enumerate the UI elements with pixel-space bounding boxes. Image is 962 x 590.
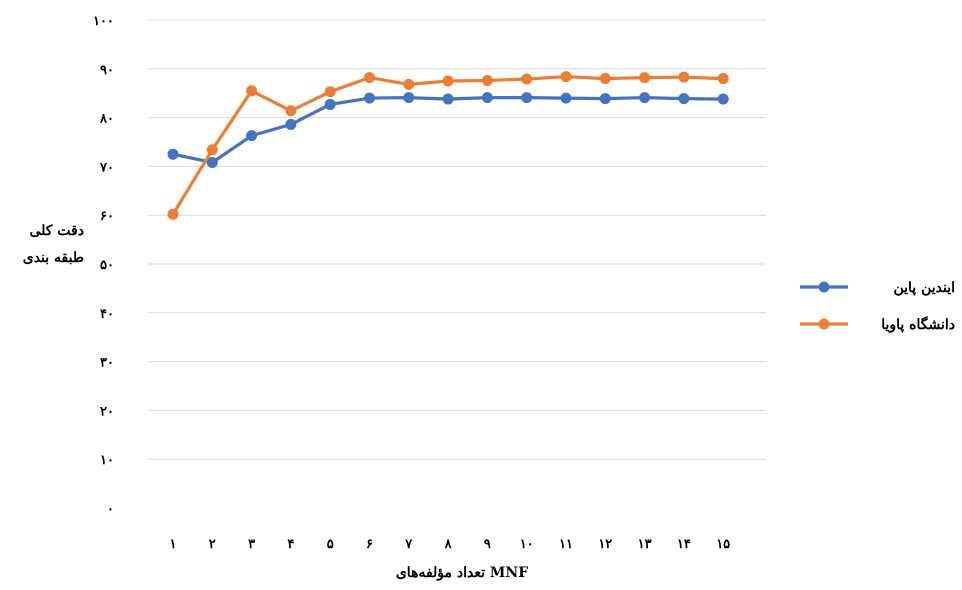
- data-point: [639, 72, 651, 84]
- x-tick-label: ۳: [248, 537, 255, 552]
- data-point: [324, 98, 336, 110]
- y-axis-ticks: ۰ ۱۰ ۲۰ ۳۰ ۴۰ ۵۰ ۶۰ ۷۰ ۸۰ ۹۰ ۱۰۰: [93, 14, 114, 517]
- x-axis-title: تعداد مؤلفه‌های MNF: [396, 565, 528, 581]
- data-point: [246, 85, 258, 97]
- x-tick-label: ۱۳: [638, 537, 652, 552]
- data-point: [678, 93, 690, 105]
- legend-label: دانشگاه پاویا: [881, 316, 955, 333]
- data-point: [442, 93, 454, 105]
- x-tick-label: ۱۴: [677, 537, 691, 552]
- y-tick-label: ۳۰: [100, 356, 114, 371]
- data-point: [403, 92, 415, 104]
- series-2: [167, 71, 729, 220]
- series-lines: [167, 71, 729, 220]
- x-tick-label: ۱۲: [598, 537, 612, 552]
- data-point: [521, 73, 533, 85]
- x-tick-label: ۱: [170, 537, 177, 552]
- x-tick-label: ۷: [404, 537, 413, 552]
- x-tick-label: ۵: [327, 537, 334, 552]
- x-tick-label: ۱۵: [716, 537, 730, 552]
- y-tick-label: ۱۰۰: [93, 14, 114, 29]
- legend-marker: [818, 318, 830, 330]
- data-point: [285, 118, 297, 130]
- data-point: [167, 148, 179, 160]
- data-point: [717, 73, 729, 85]
- y-tick-label: ۲۰: [100, 404, 114, 419]
- legend-label: ایندین پاین: [893, 280, 955, 296]
- data-point: [521, 92, 533, 104]
- x-tick-label: ۲: [209, 537, 216, 552]
- legend-marker: [818, 281, 830, 293]
- data-point: [481, 75, 493, 87]
- data-point: [639, 92, 651, 104]
- data-point: [481, 92, 493, 104]
- y-tick-label: ۶۰: [100, 209, 114, 224]
- legend: ایندین پاین دانشگاه پاویا: [800, 280, 955, 333]
- y-tick-label: ۷۰: [99, 160, 114, 175]
- x-tick-label: ۶: [366, 537, 373, 552]
- series-1: [167, 92, 729, 168]
- data-point: [599, 73, 611, 85]
- data-point: [678, 71, 690, 83]
- data-point: [206, 156, 218, 168]
- legend-item: دانشگاه پاویا: [800, 316, 955, 333]
- series-line: [171, 95, 725, 165]
- x-tick-label: ۴: [287, 537, 294, 552]
- data-point: [717, 93, 729, 105]
- data-point: [364, 72, 375, 84]
- y-tick-label: ۱۰: [100, 453, 114, 468]
- y-tick-label: ۸۰: [99, 112, 114, 127]
- x-tick-label: ۱۰: [520, 537, 534, 552]
- y-tick-label: ۴۰: [100, 307, 114, 322]
- x-axis-ticks: ۱ ۲ ۳ ۴ ۵ ۶ ۷ ۸ ۹ ۱۰ ۱۱ ۱۲ ۱۳ ۱۴ ۱۵: [170, 537, 731, 552]
- x-tick-label: ۸: [444, 537, 453, 552]
- data-point: [442, 75, 454, 87]
- y-axis-title-line2: طبقه بندی: [23, 250, 84, 266]
- y-tick-label: ۰: [107, 502, 114, 517]
- data-point: [599, 93, 611, 105]
- x-tick-label: ۹: [484, 537, 491, 552]
- x-tick-label: ۱۱: [559, 537, 573, 552]
- data-point: [560, 92, 572, 104]
- data-point: [560, 71, 572, 83]
- data-point: [206, 144, 218, 156]
- y-tick-label: ۵۰: [100, 258, 114, 273]
- legend-item: ایندین پاین: [800, 280, 955, 296]
- data-point: [246, 130, 258, 142]
- y-tick-label: ۹۰: [100, 63, 114, 78]
- y-axis-title-line1: دقت کلی: [29, 223, 84, 239]
- data-point: [403, 78, 415, 90]
- data-point: [324, 86, 336, 98]
- data-point: [364, 92, 375, 104]
- data-point: [285, 105, 297, 117]
- data-point: [167, 208, 179, 220]
- gridlines: [148, 19, 766, 460]
